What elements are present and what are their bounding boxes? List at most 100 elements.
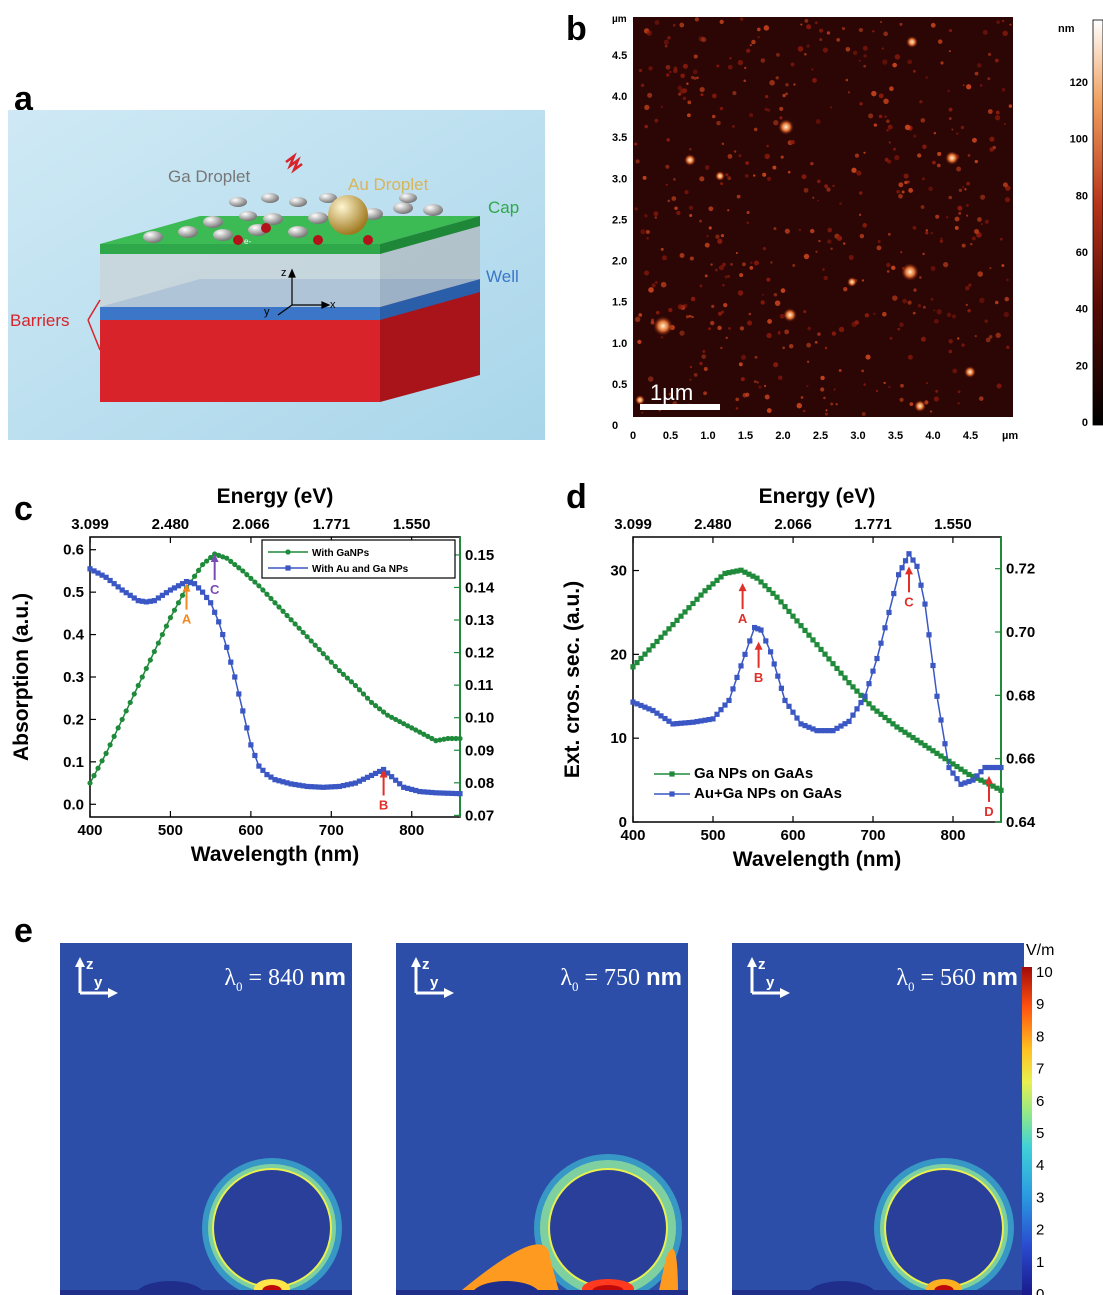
afm-grain bbox=[929, 410, 933, 413]
au-sphere-cross-section bbox=[886, 1170, 1002, 1286]
series-point bbox=[453, 735, 459, 742]
y-tick-label: 0.0 bbox=[63, 796, 84, 813]
afm-grain bbox=[979, 396, 984, 401]
x-tick-label: 700 bbox=[860, 827, 885, 844]
afm-grain bbox=[887, 159, 892, 164]
afm-grain bbox=[710, 320, 715, 326]
afm-grain bbox=[727, 176, 732, 181]
substrate-layer bbox=[60, 1290, 352, 1295]
afm-grain bbox=[887, 124, 893, 130]
afm-grain bbox=[948, 195, 953, 200]
series-point bbox=[938, 717, 944, 723]
afm-grain bbox=[948, 50, 951, 53]
afm-grain bbox=[643, 270, 650, 276]
afm-grain bbox=[847, 91, 851, 94]
z-axis-arrowhead bbox=[747, 957, 757, 967]
afm-grain bbox=[672, 23, 676, 27]
afm-grain bbox=[749, 266, 754, 270]
annotation-label: A bbox=[738, 611, 748, 626]
afm-grain bbox=[715, 234, 720, 239]
series-point bbox=[862, 693, 868, 699]
series-point bbox=[802, 627, 808, 634]
series-point bbox=[328, 784, 334, 790]
annotation-arrowhead bbox=[379, 769, 388, 778]
afm-grain bbox=[645, 229, 650, 235]
afm-grain bbox=[958, 188, 963, 192]
series-point bbox=[139, 598, 145, 604]
series-point bbox=[670, 721, 676, 727]
afm-grain bbox=[858, 213, 862, 217]
series-point bbox=[360, 691, 367, 697]
afm-grain bbox=[831, 331, 837, 336]
z-axis-label: z bbox=[86, 956, 94, 973]
series-point bbox=[433, 790, 439, 796]
afm-grain bbox=[822, 47, 828, 53]
afm-grain bbox=[812, 196, 815, 199]
series-point bbox=[296, 782, 302, 788]
barrier-front-face bbox=[100, 315, 380, 402]
afm-grain bbox=[635, 159, 640, 164]
panel-letter-c: c bbox=[14, 490, 33, 528]
series-point bbox=[998, 787, 1004, 793]
series-point bbox=[364, 695, 371, 701]
afm-grain bbox=[1001, 264, 1005, 268]
afm-grain bbox=[684, 189, 689, 195]
top-tick-label: 2.480 bbox=[152, 516, 190, 533]
afm-grain bbox=[839, 202, 842, 205]
afm-grain bbox=[706, 235, 709, 238]
series-point bbox=[690, 600, 696, 607]
series-point bbox=[256, 583, 262, 589]
x-tick-label: 600 bbox=[780, 827, 805, 844]
afm-grain bbox=[800, 23, 803, 26]
afm-grain bbox=[995, 110, 1000, 115]
series-point bbox=[950, 761, 956, 767]
barrier-side-face bbox=[380, 287, 480, 402]
afm-grain bbox=[903, 173, 909, 179]
afm-colorbar-ticks: 120 100 80 60 40 20 0 bbox=[1070, 77, 1088, 429]
series-point bbox=[380, 766, 387, 773]
series-point bbox=[730, 686, 736, 692]
series-point bbox=[930, 748, 936, 754]
afm-grain bbox=[987, 77, 991, 81]
afm-grain bbox=[788, 343, 794, 349]
afm-y-tick: 1.5 bbox=[612, 297, 627, 309]
afm-grain bbox=[961, 243, 966, 248]
afm-grain bbox=[744, 173, 749, 178]
series-point bbox=[938, 753, 944, 759]
top-axis-title: Energy (eV) bbox=[759, 485, 876, 508]
afm-grain bbox=[727, 209, 730, 212]
upper-barrier-front bbox=[100, 252, 380, 307]
afm-grain bbox=[1004, 197, 1011, 203]
series-point bbox=[445, 735, 451, 742]
afm-bright-particle bbox=[778, 119, 794, 135]
afm-bright-particle bbox=[964, 366, 976, 378]
afm-grain bbox=[673, 177, 676, 181]
au-sphere-cross-section bbox=[550, 1170, 666, 1286]
series-point bbox=[838, 670, 844, 676]
afm-grain bbox=[984, 319, 988, 323]
afm-grain bbox=[864, 313, 870, 318]
afm-bright-particle bbox=[684, 154, 696, 166]
afm-grain bbox=[716, 64, 720, 68]
afm-grain bbox=[667, 199, 671, 203]
series-point bbox=[778, 685, 784, 691]
afm-grain bbox=[644, 104, 650, 111]
series-point bbox=[634, 660, 640, 666]
series-point bbox=[240, 568, 246, 574]
afm-grain bbox=[925, 76, 928, 79]
series-point bbox=[986, 764, 992, 771]
series-point bbox=[770, 590, 776, 596]
afm-grain bbox=[714, 268, 718, 272]
afm-grain bbox=[668, 307, 673, 313]
series-point bbox=[135, 598, 141, 604]
afm-particles bbox=[634, 17, 1013, 416]
y-tick-label: 10 bbox=[610, 730, 627, 747]
afm-x-tick: 0.5 bbox=[663, 430, 678, 442]
series-point bbox=[87, 566, 93, 572]
afm-grain bbox=[979, 297, 985, 304]
series-point bbox=[758, 627, 764, 633]
y2-tick-label: 0.72 bbox=[1006, 561, 1035, 578]
series-point bbox=[224, 644, 230, 650]
series-point bbox=[674, 617, 680, 623]
field-colorbar-unit: V/m bbox=[1026, 942, 1054, 959]
